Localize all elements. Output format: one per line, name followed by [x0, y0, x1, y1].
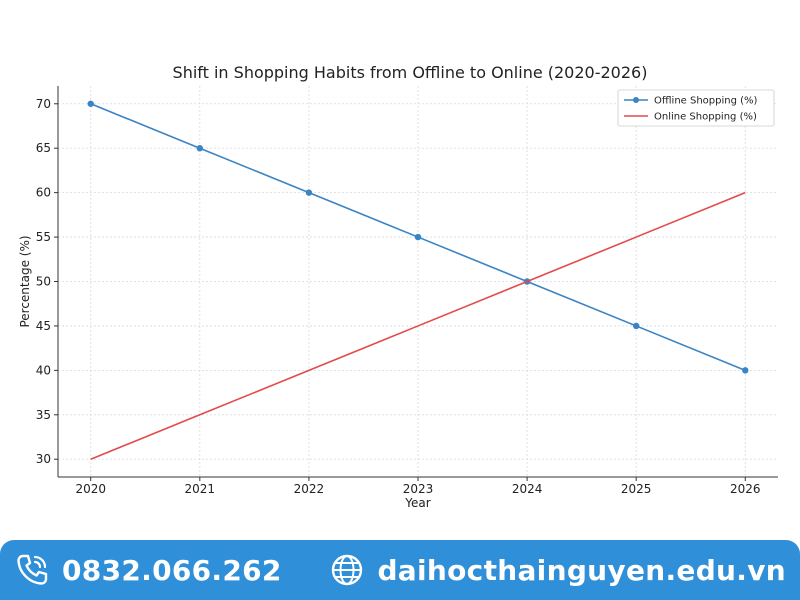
x-tick-label: 2021 — [185, 482, 216, 496]
phone-contact[interactable]: 0832.066.262 — [14, 552, 282, 588]
phone-number: 0832.066.262 — [62, 553, 282, 587]
legend: Offline Shopping (%) Online Shopping (%) — [617, 89, 775, 127]
x-tick-label: 2023 — [403, 482, 434, 496]
x-tick-label: 2026 — [730, 482, 761, 496]
x-tick-label: 2022 — [294, 482, 325, 496]
chart-title: Shift in Shopping Habits from Offline to… — [173, 63, 648, 82]
series-0 — [87, 100, 749, 374]
globe-icon — [329, 552, 365, 588]
y-tick-label: 45 — [36, 319, 51, 333]
series-layer — [87, 100, 749, 460]
y-tick-label: 55 — [36, 230, 51, 244]
legend-entry: Online Shopping (%) — [654, 112, 757, 123]
legend-marker — [633, 97, 639, 103]
series-line — [90, 191, 746, 460]
x-tick-label: 2025 — [621, 482, 652, 496]
x-tick-label: 2024 — [512, 482, 543, 496]
y-tick-label: 30 — [36, 452, 51, 466]
data-point — [742, 367, 749, 374]
legend-entry: Offline Shopping (%) — [654, 96, 758, 107]
y-tick-label: 40 — [36, 363, 51, 377]
data-point — [196, 145, 204, 152]
y-axis-label: Percentage (%) — [18, 235, 32, 327]
data-point — [305, 189, 313, 196]
footer-bar: 0832.066.262 daihocthainguyen.edu.vn — [0, 540, 800, 600]
grid-layer — [58, 86, 778, 477]
x-tick-label: 2020 — [75, 482, 106, 496]
y-tick-label: 70 — [36, 97, 51, 111]
website-url: daihocthainguyen.edu.vn — [377, 553, 786, 587]
x-axis-label: Year — [404, 496, 430, 510]
series-1 — [90, 191, 746, 460]
legend-box — [617, 89, 775, 127]
y-tick-label: 60 — [36, 186, 51, 200]
phone-icon — [14, 552, 50, 588]
y-tick-label: 65 — [36, 141, 51, 155]
y-tick-label: 35 — [36, 408, 51, 422]
line-chart: Shift in Shopping Habits from Offline to… — [18, 63, 778, 510]
y-tick-label: 50 — [36, 275, 51, 289]
ticks-layer: 2020 2021 2022 2023 2024 2025 2026 30 35 40 45 50 55… — [36, 97, 761, 496]
data-point — [414, 233, 422, 241]
website-contact[interactable]: daihocthainguyen.edu.vn — [329, 552, 786, 588]
data-point — [87, 100, 94, 107]
data-point — [632, 322, 640, 330]
